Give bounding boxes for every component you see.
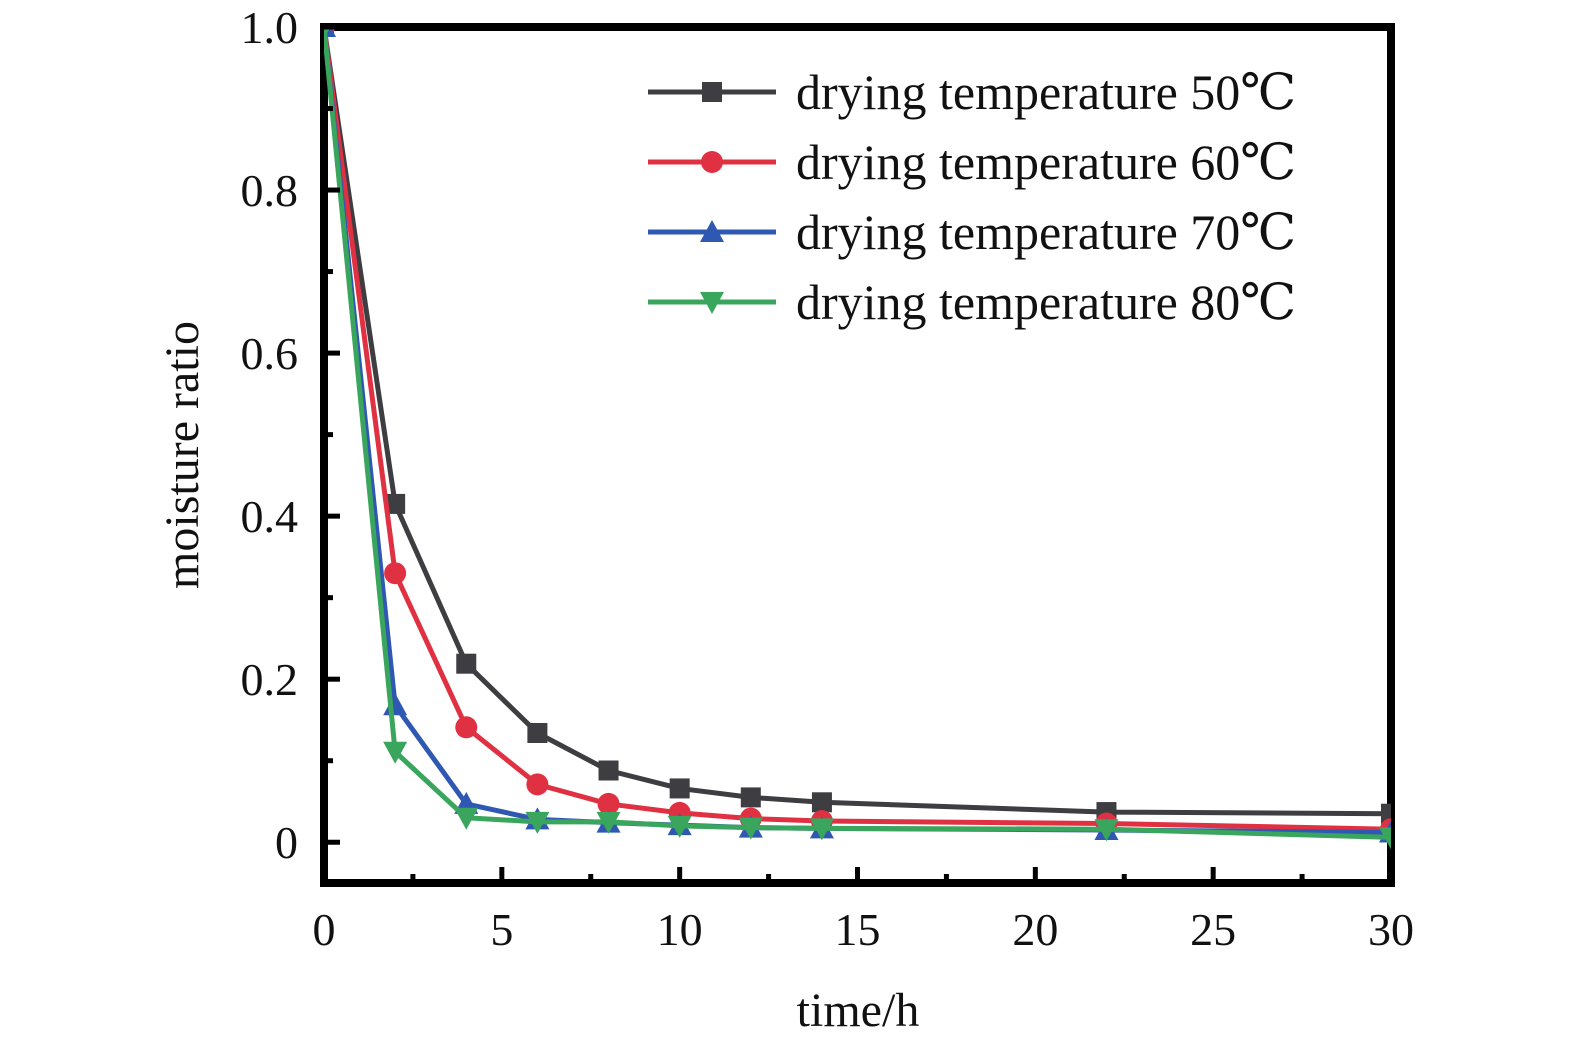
x-tick-label: 25	[1190, 904, 1236, 955]
data-point	[809, 818, 834, 841]
legend-label: drying temperature 50℃	[796, 64, 1296, 120]
legend-item: drying temperature 70℃	[648, 204, 1296, 260]
x-axis-title: time/h	[797, 984, 920, 1037]
legend-label: drying temperature 70℃	[796, 204, 1296, 260]
legend-label: drying temperature 80℃	[796, 274, 1296, 330]
data-point	[385, 493, 406, 514]
x-tick-label: 5	[490, 904, 513, 955]
data-point	[1094, 819, 1119, 842]
data-point	[1379, 827, 1391, 850]
series-line	[324, 27, 1391, 832]
data-point	[598, 760, 619, 781]
x-axis: 0 5 10 15 20 25 30	[313, 867, 1414, 955]
series-1	[324, 27, 1391, 824]
x-tick-label: 10	[657, 904, 703, 955]
y-tick-label: 1.0	[241, 2, 299, 53]
data-point	[383, 693, 408, 716]
legend-item: drying temperature 80℃	[648, 274, 1296, 330]
x-tick-label: 0	[313, 904, 336, 955]
x-tick-label: 20	[1012, 904, 1058, 955]
x-tick-label: 15	[835, 904, 881, 955]
legend-item: drying temperature 50℃	[648, 64, 1296, 120]
y-tick-label: 0.4	[241, 491, 299, 542]
legend-marker	[700, 292, 724, 314]
series-4	[324, 27, 1391, 850]
data-point	[383, 741, 408, 764]
data-point	[811, 792, 832, 813]
data-point	[596, 811, 621, 834]
data-point	[456, 653, 477, 674]
y-tick-label: 0.8	[241, 165, 299, 216]
data-point	[454, 807, 479, 830]
data-point	[738, 817, 763, 840]
y-axis-title: moisture ratio	[156, 321, 209, 589]
data-point	[1381, 803, 1391, 824]
legend-label: drying temperature 60℃	[796, 134, 1296, 190]
y-tick-label: 0.2	[241, 654, 299, 705]
legend: drying temperature 50℃ drying temperature…	[648, 64, 1296, 330]
data-point	[384, 562, 407, 585]
data-point	[525, 811, 550, 834]
legend-item: drying temperature 60℃	[648, 134, 1296, 190]
series-line	[324, 27, 1391, 840]
x-tick-label: 30	[1368, 904, 1414, 955]
legend-marker	[700, 220, 724, 242]
y-axis: 0 0.2 0.4 0.6 0.8 1.0	[241, 2, 340, 868]
data-point	[455, 716, 478, 739]
series-line	[324, 27, 1391, 817]
y-tick-label: 0	[275, 817, 298, 868]
data-point	[324, 27, 331, 39]
data-point	[669, 778, 690, 799]
data-point	[526, 773, 549, 796]
data-point	[740, 787, 761, 808]
data-point	[597, 792, 620, 815]
y-tick-label: 0.6	[241, 328, 299, 379]
legend-marker	[701, 151, 723, 173]
legend-marker	[702, 82, 722, 102]
data-point	[527, 722, 548, 743]
data-point	[667, 815, 692, 838]
